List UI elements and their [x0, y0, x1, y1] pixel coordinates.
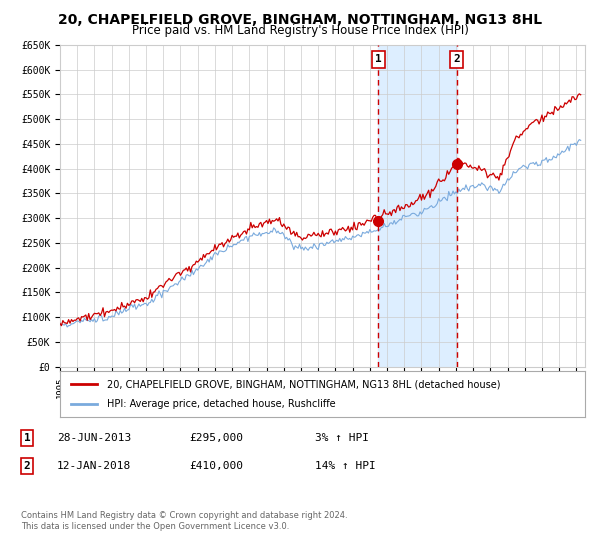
Text: 28-JUN-2013: 28-JUN-2013 [57, 433, 131, 443]
Bar [378, 45, 457, 367]
Text: 20, CHAPELFIELD GROVE, BINGHAM, NOTTINGHAM, NG13 8HL (detached house): 20, CHAPELFIELD GROVE, BINGHAM, NOTTINGH… [107, 379, 501, 389]
Text: This data is licensed under the Open Government Licence v3.0.: This data is licensed under the Open Gov… [21, 522, 289, 531]
Text: HPI: Average price, detached house, Rushcliffe: HPI: Average price, detached house, Rush… [107, 399, 336, 409]
Text: 3% ↑ HPI: 3% ↑ HPI [315, 433, 369, 443]
Text: 12-JAN-2018: 12-JAN-2018 [57, 461, 131, 471]
Text: £295,000: £295,000 [189, 433, 243, 443]
Text: 1: 1 [375, 54, 382, 64]
Text: 20, CHAPELFIELD GROVE, BINGHAM, NOTTINGHAM, NG13 8HL: 20, CHAPELFIELD GROVE, BINGHAM, NOTTINGH… [58, 13, 542, 27]
Text: 14% ↑ HPI: 14% ↑ HPI [315, 461, 376, 471]
Text: 2: 2 [453, 54, 460, 64]
Text: Contains HM Land Registry data © Crown copyright and database right 2024.: Contains HM Land Registry data © Crown c… [21, 511, 347, 520]
Text: £410,000: £410,000 [189, 461, 243, 471]
Text: 2: 2 [23, 461, 31, 471]
Text: 1: 1 [23, 433, 31, 443]
Text: Price paid vs. HM Land Registry's House Price Index (HPI): Price paid vs. HM Land Registry's House … [131, 24, 469, 37]
